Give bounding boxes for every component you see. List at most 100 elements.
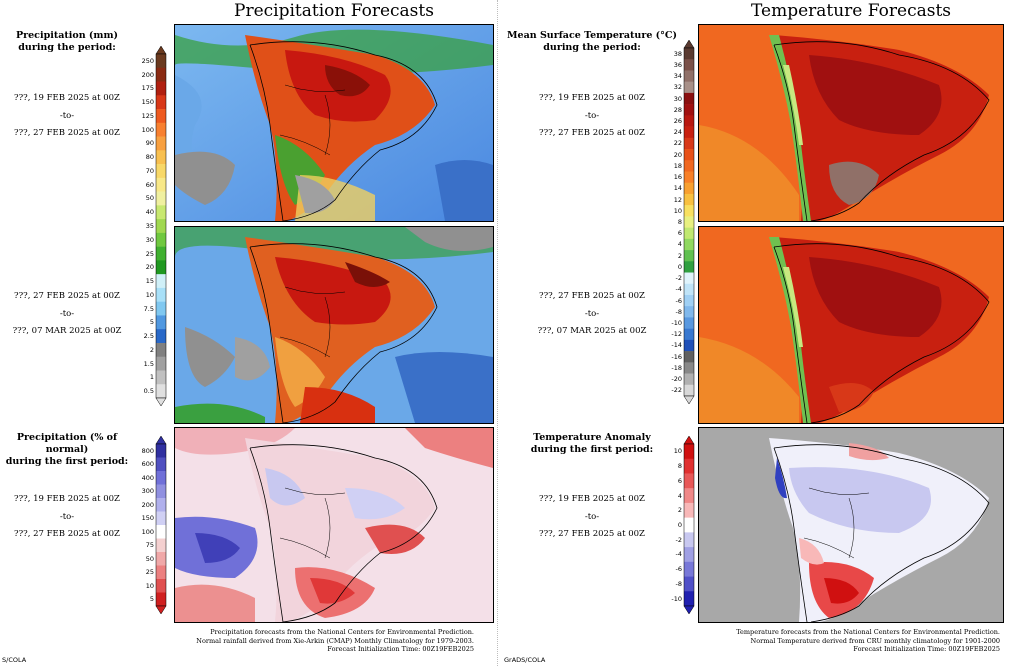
precip-mm-period1: ???, 19 FEB 2025 at 00Z -to- ???, 27 FEB… — [2, 90, 132, 143]
colorbar-tick-label: 6 — [677, 476, 682, 485]
colorbar-tick-label: 150 — [141, 98, 154, 107]
colorbar-tick-label: 75 — [145, 541, 154, 550]
colorbar-tick-label: -4 — [675, 285, 682, 294]
temp-anom-period: ???, 19 FEB 2025 at 00Z -to- ???, 27 FEB… — [524, 491, 660, 544]
colorbar-swatch — [684, 576, 694, 592]
colorbar-swatch — [684, 70, 694, 82]
colorbar-bottom-arrow — [155, 397, 167, 407]
colorbar-swatch — [156, 232, 166, 247]
period-start: ???, 19 FEB 2025 at 00Z — [14, 93, 120, 103]
colorbar-tick-label: 200 — [141, 70, 154, 79]
colorbar-swatch — [684, 283, 694, 296]
colorbar-tick-label: 2.5 — [143, 332, 154, 341]
colorbar-tick-label: 5 — [149, 595, 154, 604]
colorbar-svg — [155, 45, 167, 407]
temp-anom-label: Temperature Anomaly during the first per… — [524, 432, 660, 456]
temp-footer-line1: Temperature forecasts from the National … — [736, 628, 1000, 636]
colorbar-swatch — [156, 177, 166, 192]
period-separator: -to- — [584, 308, 600, 319]
colorbar-swatch — [156, 498, 166, 512]
period-separator: -to- — [59, 511, 75, 522]
period-end: ???, 07 MAR 2025 at 00Z — [537, 326, 647, 336]
colorbar-tick-label: 600 — [141, 460, 154, 469]
colorbar-swatch — [156, 150, 166, 165]
temp-mean-label: Mean Surface Temperature (°C) during the… — [504, 30, 680, 54]
colorbar-top-arrow — [155, 435, 167, 445]
period-end: ???, 27 FEB 2025 at 00Z — [14, 128, 120, 138]
colorbar-tick-label: 300 — [141, 487, 154, 496]
colorbar-swatch — [156, 329, 166, 344]
colorbar-tick-label: 200 — [141, 500, 154, 509]
colorbar-tick-label: 36 — [673, 60, 682, 69]
colorbar-swatch — [156, 109, 166, 124]
period-separator: -to- — [584, 511, 600, 522]
colorbar-tick-label: 100 — [141, 527, 154, 536]
colorbar-swatch — [684, 171, 694, 184]
colorbar-tick-label: -4 — [675, 550, 682, 559]
colorbar-tick-label: 250 — [141, 56, 154, 65]
colorbar-tick-label: 50 — [145, 554, 154, 563]
temp-map-period1 — [698, 24, 1004, 222]
precip-footer-line3: Forecast Initialization Time: 00Z19FEB20… — [327, 645, 474, 653]
colorbar-swatch — [684, 92, 694, 105]
colorbar-tick-label: 10 — [145, 290, 154, 299]
colorbar-tick-label: 30 — [145, 235, 154, 244]
colorbar-swatch — [684, 488, 694, 504]
colorbar-tick-label: 10 — [145, 581, 154, 590]
colorbar-swatch — [156, 122, 166, 137]
colorbar-bottom-arrow — [155, 605, 167, 615]
colorbar-tick-label: 30 — [673, 94, 682, 103]
colorbar-swatch — [684, 351, 694, 363]
period-start: ???, 27 FEB 2025 at 00Z — [539, 291, 645, 301]
colorbar-swatch — [156, 552, 166, 566]
colorbar-swatch — [156, 95, 166, 110]
colorbar-swatch — [684, 339, 694, 352]
temp-mean-period2: ???, 27 FEB 2025 at 00Z -to- ???, 07 MAR… — [524, 288, 660, 341]
colorbar-tick-label: 12 — [673, 195, 682, 204]
colorbar-tick-label: -8 — [675, 307, 682, 316]
period-separator: -to- — [59, 110, 75, 121]
colorbar-swatch — [156, 579, 166, 593]
colorbar-swatch — [684, 532, 694, 548]
colorbar-swatch — [156, 274, 166, 289]
colorbar-swatch — [156, 191, 166, 206]
colorbar-swatch — [684, 458, 694, 474]
colorbar-tick-label: 26 — [673, 116, 682, 125]
colorbar-tick-label: 4 — [677, 491, 682, 500]
colorbar-swatch — [156, 471, 166, 485]
precip-footer: Precipitation forecasts from the Nationa… — [150, 628, 474, 654]
colorbar-tick-label: 100 — [141, 125, 154, 134]
precip-pct-period: ???, 19 FEB 2025 at 00Z -to- ???, 27 FEB… — [2, 491, 132, 544]
colorbar-tick-label: -10 — [671, 594, 682, 603]
colorbar-swatch — [684, 182, 694, 195]
colorbar-swatch — [156, 81, 166, 96]
colorbar-tick-label: 70 — [145, 166, 154, 175]
colorbar-swatch — [684, 126, 694, 139]
period-end: ???, 27 FEB 2025 at 00Z — [539, 128, 645, 138]
colorbar-tick-label: 25 — [145, 568, 154, 577]
colorbar-tick-label: 16 — [673, 173, 682, 182]
colorbar-tick-label: -12 — [671, 330, 682, 339]
period-end: ???, 27 FEB 2025 at 00Z — [14, 529, 120, 539]
colorbar-swatch — [684, 261, 694, 273]
colorbar-swatch — [684, 517, 694, 533]
period-separator: -to- — [584, 110, 600, 121]
colorbar-swatch — [156, 54, 166, 69]
colorbar-tick-label: 80 — [145, 153, 154, 162]
colorbar-swatch — [156, 164, 166, 179]
precip-pct-label-line1: Precipitation (% of normal) — [16, 432, 118, 455]
colorbar-tick-label: 2 — [149, 345, 154, 354]
colorbar-swatch — [684, 294, 694, 307]
precip-footer-line1: Precipitation forecasts from the Nationa… — [210, 628, 474, 636]
colorbar-tick-label: 15 — [145, 277, 154, 286]
colorbar-tick-label: 34 — [673, 72, 682, 81]
colorbar-bottom-arrow — [683, 395, 695, 405]
colorbar-tick-label: 8 — [677, 218, 682, 226]
colorbar-tick-label: 4 — [677, 240, 682, 249]
colorbar-tick-label: 150 — [141, 514, 154, 523]
colorbar-swatch — [156, 565, 166, 580]
colorbar-swatch — [684, 362, 694, 374]
colorbar-bottom-arrow — [683, 605, 695, 615]
colorbar-swatch — [684, 317, 694, 329]
colorbar-swatch — [156, 342, 166, 358]
